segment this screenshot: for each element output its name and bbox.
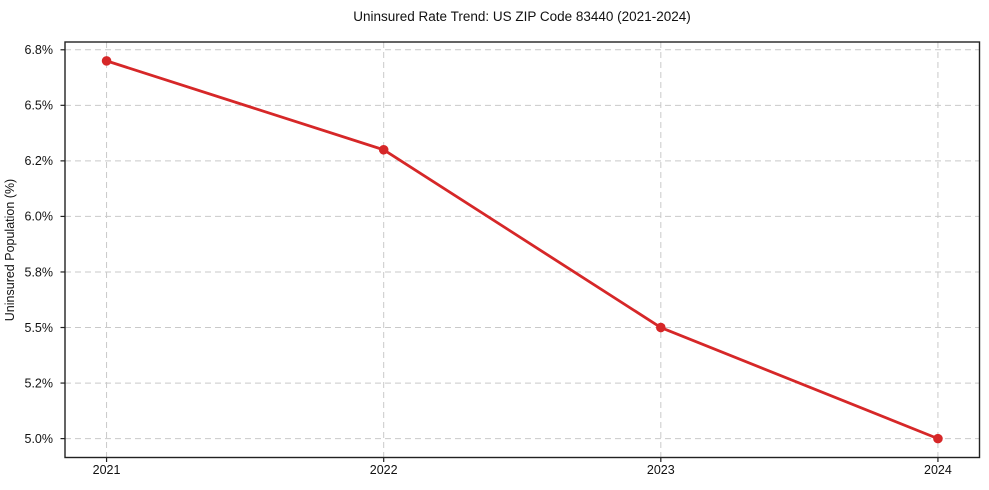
data-point xyxy=(378,144,389,155)
y-tick-label: 6.0% xyxy=(25,210,54,224)
x-tick-label: 2022 xyxy=(370,463,398,477)
y-tick-label: 5.5% xyxy=(25,321,54,335)
y-tick-label: 5.8% xyxy=(25,265,54,279)
plot-border xyxy=(64,41,981,459)
x-tick-label: 2024 xyxy=(924,463,952,477)
y-tick-label: 6.2% xyxy=(25,154,54,168)
x-tick-label: 2021 xyxy=(93,463,121,477)
y-axis-label: Uninsured Population (%) xyxy=(3,179,17,321)
trend-line xyxy=(105,59,940,441)
plot-area: 6.8% 6.5% 6.2% 6.0% 5.8% 5.5% 5.2% 5.0% 2021 2022… xyxy=(25,41,981,477)
data-point xyxy=(101,56,112,66)
y-tick-label: 5.2% xyxy=(25,376,54,390)
y-tick-label: 6.5% xyxy=(25,99,54,113)
x-tick-label: 2023 xyxy=(647,463,675,477)
data-point xyxy=(933,433,943,444)
y-tick-label: 6.8% xyxy=(25,43,54,57)
data-point xyxy=(656,322,666,333)
chart-title: Uninsured Rate Trend: US ZIP Code 83440 … xyxy=(353,9,690,24)
y-tick-label: 5.0% xyxy=(25,432,54,446)
